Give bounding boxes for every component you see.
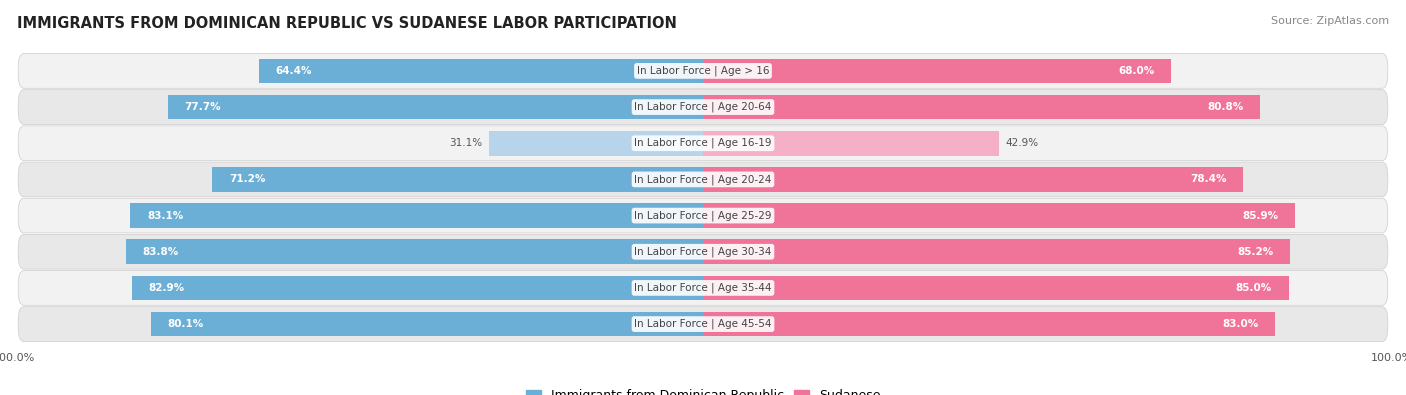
Text: 85.0%: 85.0% — [1236, 283, 1272, 293]
Text: 85.9%: 85.9% — [1241, 211, 1278, 220]
Bar — [152, 312, 703, 337]
Legend: Immigrants from Dominican Republic, Sudanese: Immigrants from Dominican Republic, Suda… — [520, 384, 886, 395]
Text: In Labor Force | Age 16-19: In Labor Force | Age 16-19 — [634, 138, 772, 149]
Text: 85.2%: 85.2% — [1237, 247, 1274, 257]
Text: 31.1%: 31.1% — [449, 138, 482, 148]
Bar — [212, 167, 703, 192]
FancyBboxPatch shape — [18, 90, 1388, 124]
Bar — [703, 131, 998, 156]
Text: Source: ZipAtlas.com: Source: ZipAtlas.com — [1271, 16, 1389, 26]
Text: In Labor Force | Age 30-34: In Labor Force | Age 30-34 — [634, 246, 772, 257]
Text: 83.1%: 83.1% — [148, 211, 183, 220]
FancyBboxPatch shape — [18, 54, 1388, 88]
Bar — [259, 58, 703, 83]
Text: 82.9%: 82.9% — [149, 283, 184, 293]
Text: In Labor Force | Age 20-24: In Labor Force | Age 20-24 — [634, 174, 772, 185]
Text: 68.0%: 68.0% — [1119, 66, 1154, 76]
Text: 80.1%: 80.1% — [167, 319, 204, 329]
Text: 83.0%: 83.0% — [1222, 319, 1258, 329]
FancyBboxPatch shape — [18, 126, 1388, 161]
FancyBboxPatch shape — [18, 162, 1388, 197]
Text: 78.4%: 78.4% — [1189, 175, 1226, 184]
FancyBboxPatch shape — [18, 271, 1388, 305]
Bar — [703, 276, 1289, 300]
Bar — [703, 239, 1289, 264]
FancyBboxPatch shape — [18, 307, 1388, 341]
Text: In Labor Force | Age 35-44: In Labor Force | Age 35-44 — [634, 283, 772, 293]
Text: In Labor Force | Age > 16: In Labor Force | Age > 16 — [637, 66, 769, 76]
Text: 64.4%: 64.4% — [276, 66, 312, 76]
Text: 71.2%: 71.2% — [229, 175, 266, 184]
Text: In Labor Force | Age 45-54: In Labor Force | Age 45-54 — [634, 319, 772, 329]
Bar — [489, 131, 703, 156]
Text: 42.9%: 42.9% — [1005, 138, 1039, 148]
Bar — [703, 203, 1295, 228]
FancyBboxPatch shape — [18, 234, 1388, 269]
FancyBboxPatch shape — [18, 198, 1388, 233]
Text: 80.8%: 80.8% — [1206, 102, 1243, 112]
Bar — [132, 276, 703, 300]
Bar — [167, 95, 703, 119]
Bar — [703, 167, 1243, 192]
Bar — [703, 312, 1275, 337]
Bar — [125, 239, 703, 264]
Bar — [131, 203, 703, 228]
Bar — [703, 95, 1260, 119]
Text: In Labor Force | Age 20-64: In Labor Force | Age 20-64 — [634, 102, 772, 112]
Text: In Labor Force | Age 25-29: In Labor Force | Age 25-29 — [634, 210, 772, 221]
Text: 77.7%: 77.7% — [184, 102, 221, 112]
Bar — [703, 58, 1171, 83]
Text: IMMIGRANTS FROM DOMINICAN REPUBLIC VS SUDANESE LABOR PARTICIPATION: IMMIGRANTS FROM DOMINICAN REPUBLIC VS SU… — [17, 16, 676, 31]
Text: 83.8%: 83.8% — [142, 247, 179, 257]
